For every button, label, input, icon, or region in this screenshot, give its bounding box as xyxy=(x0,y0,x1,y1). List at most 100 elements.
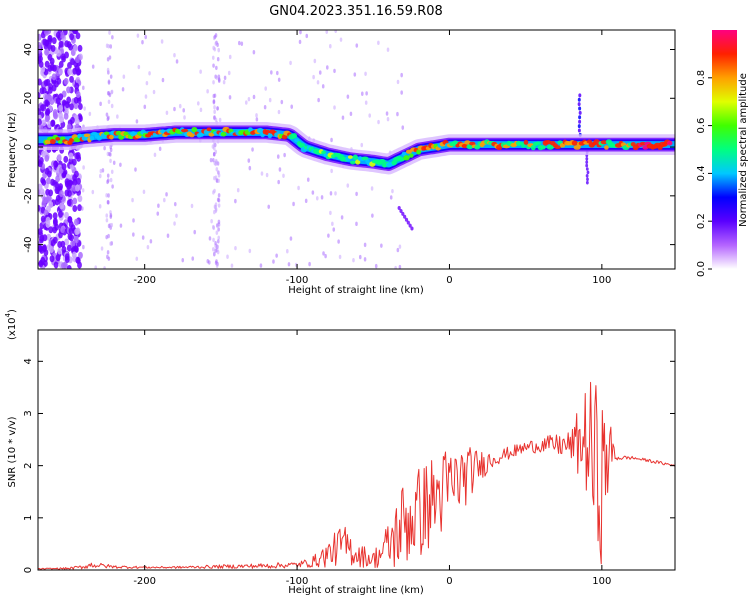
ridge-blob xyxy=(544,139,552,145)
ridge-blob xyxy=(189,133,195,138)
noise-speck xyxy=(41,178,47,186)
noise-speck xyxy=(287,262,291,267)
noise-speck xyxy=(38,46,42,54)
noise-speck xyxy=(112,160,116,166)
ridge-blob xyxy=(546,144,554,150)
noise-speck xyxy=(222,80,226,85)
noise-speck xyxy=(251,147,254,152)
noise-speck xyxy=(119,162,122,167)
noise-speck xyxy=(217,227,220,232)
noise-speck xyxy=(263,105,267,110)
ridge-blob xyxy=(90,131,98,136)
noise-speck xyxy=(364,71,367,76)
noise-speck xyxy=(52,236,58,244)
noise-speck xyxy=(358,254,362,260)
noise-speck xyxy=(238,40,241,46)
noise-speck xyxy=(183,115,186,120)
noise-speck xyxy=(64,256,70,264)
noise-speck xyxy=(109,74,113,79)
noise-speck xyxy=(52,64,57,72)
noise-speck xyxy=(403,214,407,219)
noise-speck xyxy=(377,119,380,125)
noise-speck xyxy=(64,40,70,48)
noise-speck xyxy=(217,219,221,225)
noise-speck xyxy=(109,158,112,164)
noise-speck xyxy=(325,30,329,34)
noise-speck xyxy=(333,105,336,110)
noise-speck xyxy=(280,99,284,105)
noise-speck xyxy=(58,210,63,218)
noise-speck xyxy=(368,113,371,118)
noise-speck xyxy=(50,45,56,53)
noise-speck xyxy=(400,72,403,78)
snr-x-tick-label: 0 xyxy=(446,576,452,587)
ridge-blob xyxy=(639,141,647,146)
noise-speck xyxy=(74,218,79,226)
noise-speck xyxy=(42,196,48,204)
noise-speck xyxy=(40,215,46,223)
spectrogram-y-ticks: -40 -20 0 20 40 xyxy=(23,43,675,253)
ridge-blob xyxy=(208,132,215,137)
noise-speck xyxy=(64,101,70,109)
noise-speck xyxy=(38,108,42,116)
noise-speck xyxy=(64,238,70,246)
noise-speck xyxy=(132,218,135,223)
snr-y-scale-label: (x104) xyxy=(4,309,18,340)
noise-speck xyxy=(213,175,216,181)
noise-speck xyxy=(54,181,59,189)
noise-speck xyxy=(276,154,280,159)
noise-speck xyxy=(41,150,46,158)
ridge-blob xyxy=(604,145,609,150)
noise-speck xyxy=(268,97,272,103)
noise-speck xyxy=(148,71,151,76)
noise-speck xyxy=(270,70,273,75)
noise-speck xyxy=(91,189,95,195)
noise-speck xyxy=(364,100,368,105)
noise-speck xyxy=(353,72,357,77)
noise-speck xyxy=(360,142,364,148)
noise-speck xyxy=(157,203,160,208)
noise-speck xyxy=(75,91,81,99)
noise-speck xyxy=(74,118,80,126)
spike-mark xyxy=(577,102,581,107)
ridge-blob xyxy=(535,141,542,146)
noise-speck xyxy=(217,235,221,240)
noise-speck xyxy=(119,223,123,228)
noise-speck xyxy=(265,172,269,178)
noise-speck xyxy=(236,187,240,193)
noise-speck xyxy=(191,256,195,261)
noise-speck xyxy=(74,228,80,236)
noise-speck xyxy=(98,204,102,209)
noise-speck xyxy=(81,188,85,193)
ridge-blob xyxy=(298,142,306,148)
noise-speck xyxy=(107,200,110,205)
ridge-blob xyxy=(521,144,526,148)
noise-speck xyxy=(212,225,216,231)
noise-speck xyxy=(39,188,45,196)
snr-x-axis-label: Height of straight line (km) xyxy=(288,585,424,596)
noise-speck xyxy=(75,56,80,64)
noise-speck xyxy=(196,101,200,106)
noise-speck xyxy=(355,221,358,227)
spike-mark xyxy=(585,156,589,161)
noise-speck xyxy=(144,34,147,40)
spectrogram-y-tick-label: -20 xyxy=(23,188,34,204)
noise-speck xyxy=(352,258,355,263)
noise-speck xyxy=(69,103,74,111)
noise-speck xyxy=(109,177,113,183)
spike-mark xyxy=(585,180,589,185)
noise-speck xyxy=(106,57,110,62)
colorbar: 0.0 0.2 0.4 0.6 0.8 Normalized spectral ampl… xyxy=(696,30,749,277)
noise-speck xyxy=(66,123,72,131)
noise-speck xyxy=(334,191,337,196)
ridge-blob xyxy=(403,155,410,161)
noise-speck xyxy=(44,115,50,123)
noise-speck xyxy=(107,91,111,96)
noise-speck xyxy=(163,197,166,203)
noise-speck xyxy=(339,37,343,42)
noise-speck xyxy=(329,191,333,196)
noise-speck xyxy=(212,142,216,147)
noise-speck xyxy=(340,215,344,220)
